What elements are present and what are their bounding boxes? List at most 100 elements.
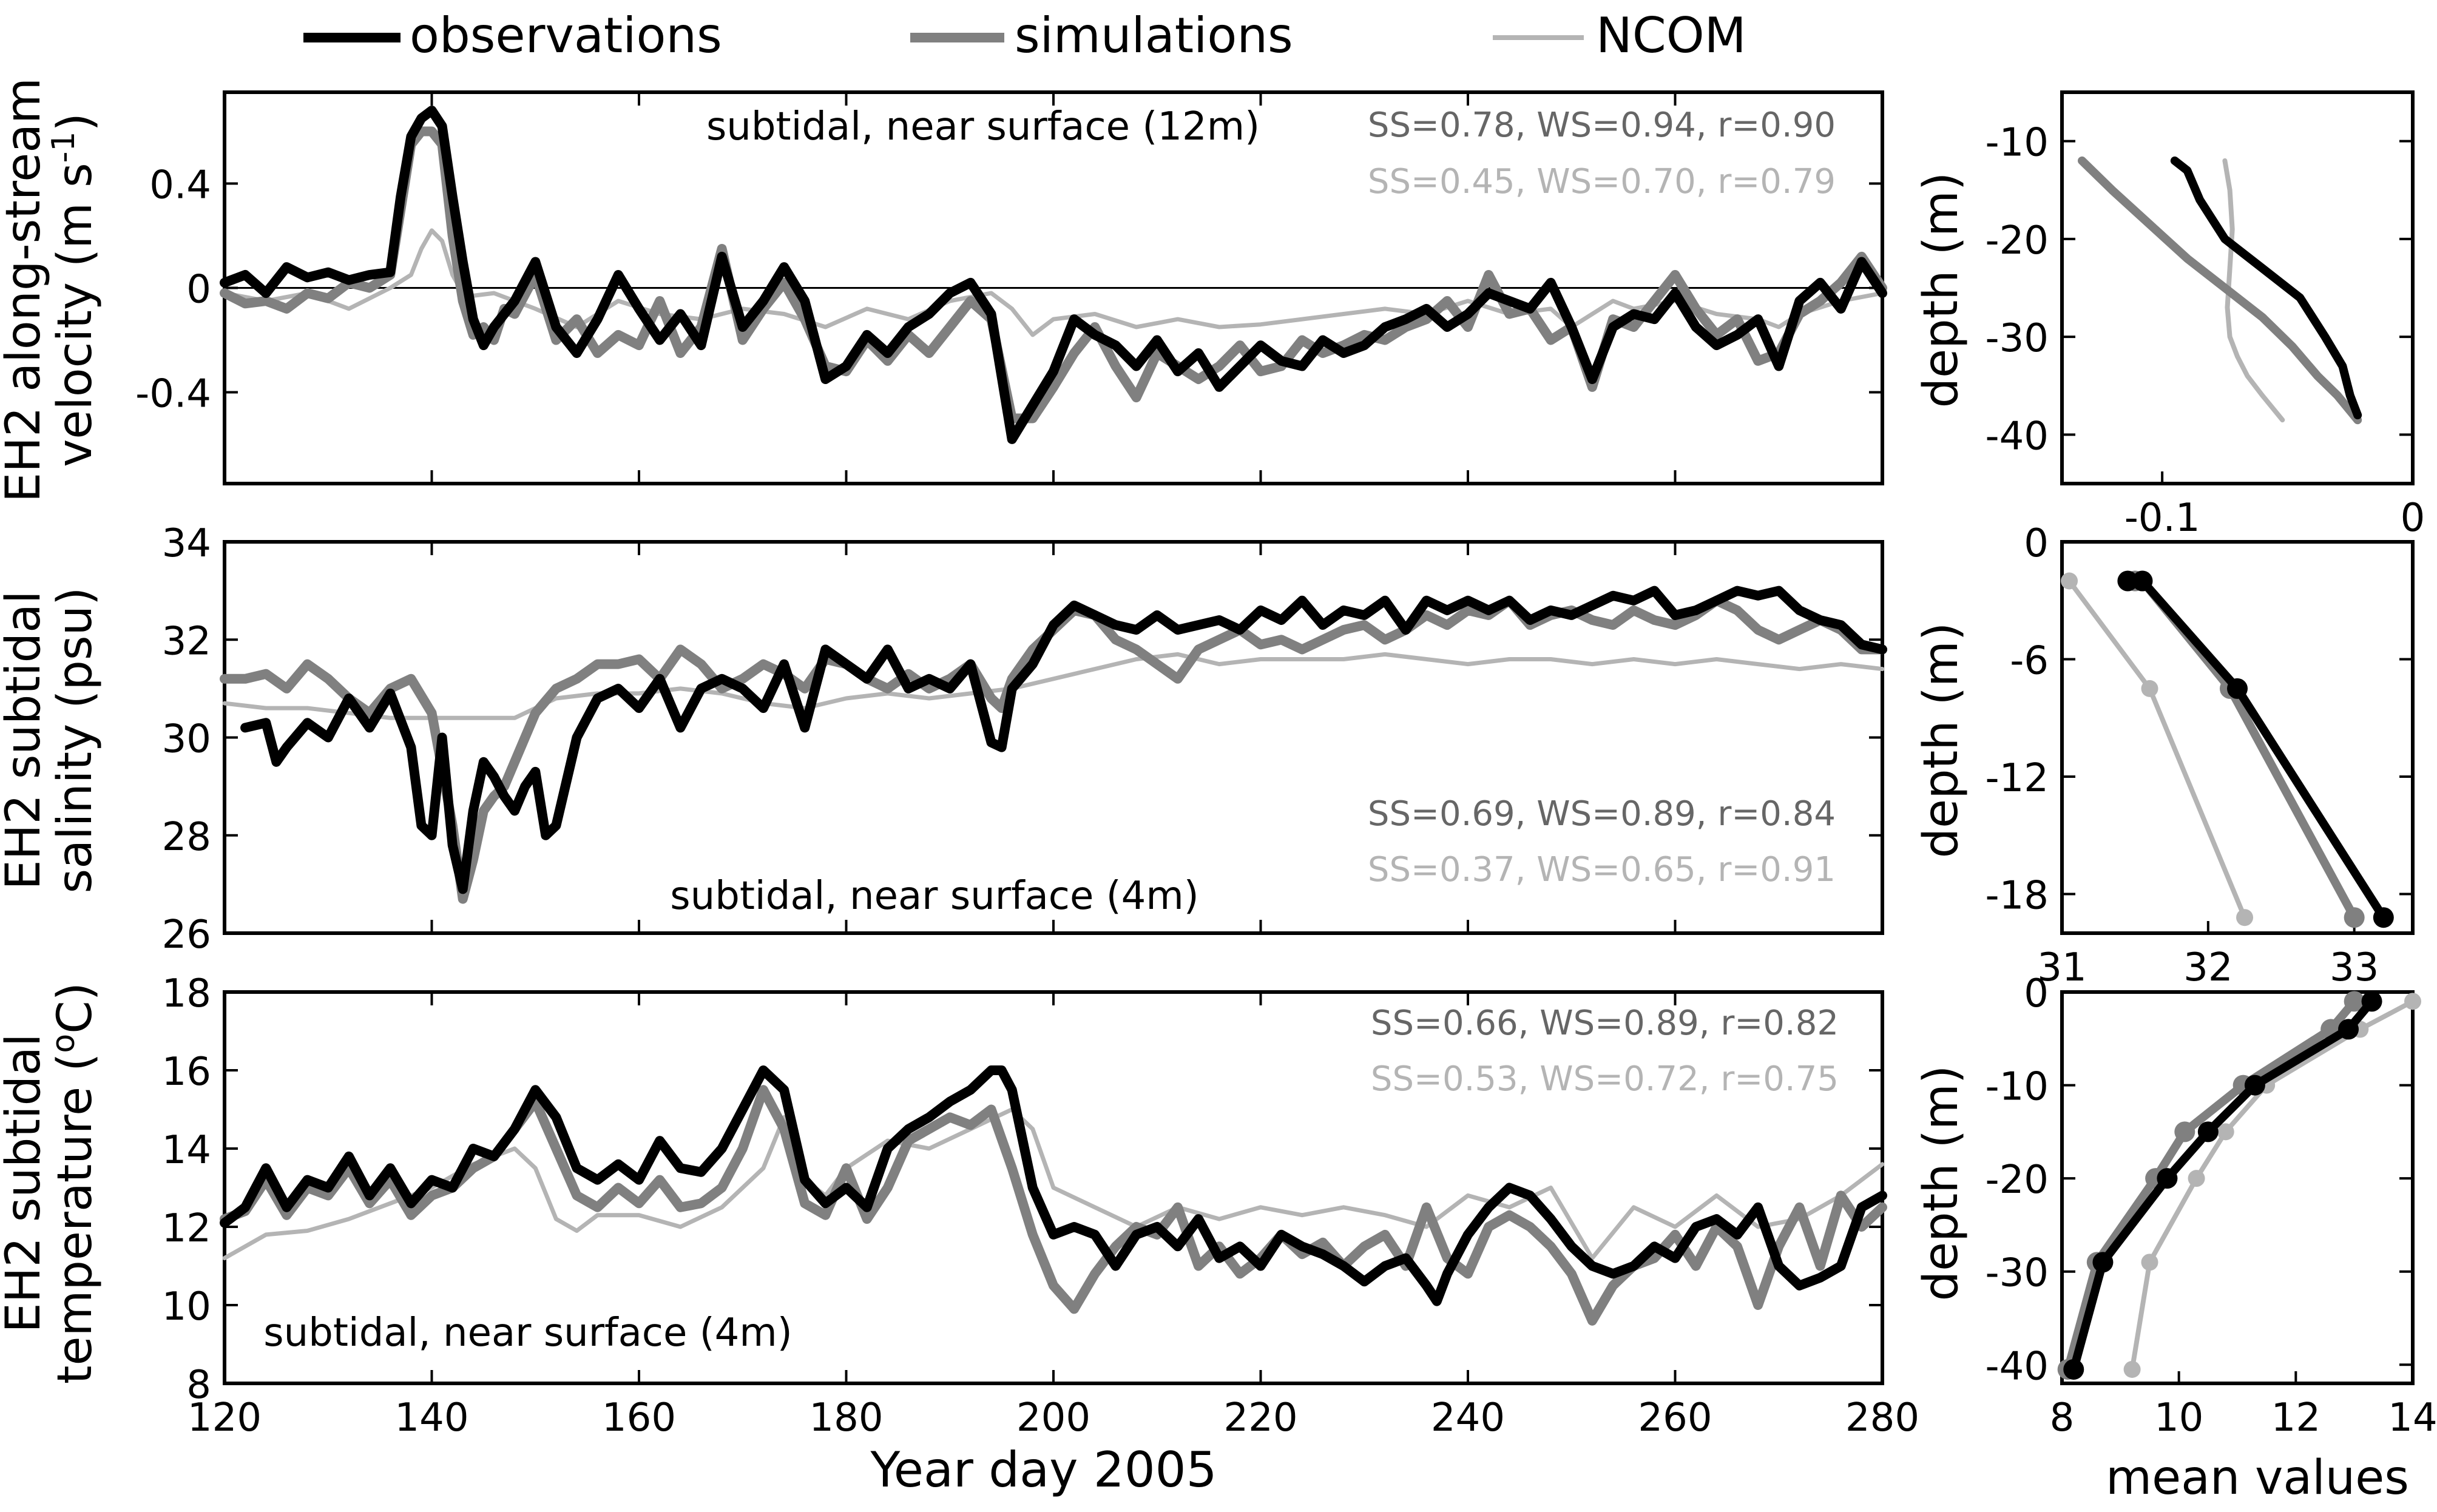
salinity-profile-ytick-label: 0	[2024, 521, 2049, 566]
velocity-panel: EH2 along-stream velocity (m s-1) subtid…	[0, 78, 1887, 502]
salinity-profile-panel: depth (m) -18 -12 -6 0 31 32 33	[1914, 521, 2415, 990]
velocity-ytick-label: -0.4	[135, 372, 211, 417]
velocity-ylabel-text: velocity (m s	[48, 163, 103, 467]
temperature-stats-ncom: SS=0.53, WS=0.72, r=0.75	[1371, 1059, 1839, 1099]
salinity-ytick-label: 26	[162, 913, 211, 957]
temperature-profile-series-observations	[2069, 997, 2376, 1374]
temperature-profile-point-ncom	[2141, 1254, 2158, 1271]
salinity-stats-simulations: SS=0.69, WS=0.89, r=0.84	[1368, 794, 1836, 834]
salinity-profile-plot-frame	[2060, 540, 2415, 935]
temperature-profile-ytick-label: -40	[1985, 1344, 2049, 1389]
temperature-profile-point-observations	[2338, 1019, 2359, 1040]
x-tick-label: 140	[394, 1396, 468, 1440]
salinity-profile-xtick-label: 31	[2037, 945, 2086, 990]
x-axis-label: Year day 2005	[870, 1442, 1217, 1498]
salinity-profile-point-observations	[2117, 570, 2138, 592]
temperature-profile-xlabel: mean values	[2106, 1451, 2409, 1505]
temperature-profile-point-observations	[2244, 1075, 2265, 1096]
salinity-profile-ytick-label: -12	[1985, 756, 2049, 801]
velocity-profile-series-simulations	[2078, 156, 2362, 425]
temperature-ylabel-line1: EH2 subtidal	[0, 1033, 51, 1332]
salinity-profile-xtick-label: 33	[2330, 945, 2379, 990]
temperature-ylabel-text: temperature (	[48, 1053, 103, 1385]
legend: observations simulations NCOM	[303, 7, 1746, 64]
salinity-ytick-label: 32	[162, 619, 211, 664]
velocity-profile-panel: depth (m) -40 -30 -20 -10 -0.1 0	[1914, 90, 2425, 541]
x-tick-label: 200	[1016, 1396, 1090, 1440]
velocity-profile-xtick-label: 0	[2401, 496, 2425, 541]
salinity-profile-series-ncom	[2067, 578, 2247, 920]
temperature-profile-xtick-label: 8	[2050, 1396, 2075, 1440]
temperature-profile-point-ncom	[2188, 1170, 2205, 1187]
velocity-ylabel-sup: -1	[46, 132, 82, 163]
temperature-ytick-label: 8	[186, 1363, 211, 1408]
velocity-ylabel-line2: velocity (m s-1)	[46, 113, 103, 467]
x-tick-label: 260	[1638, 1396, 1712, 1440]
velocity-profile-ylabel: depth (m)	[1914, 172, 1969, 408]
salinity-profile-series-observations	[2123, 576, 2388, 922]
legend-label-simulations: simulations	[1015, 7, 1293, 64]
salinity-ylabel-line2: salinity (psu)	[48, 587, 103, 894]
temperature-profile-ylabel: depth (m)	[1914, 1065, 1969, 1301]
salinity-profile-point-observations	[2227, 678, 2248, 699]
temperature-ytick-label: 16	[162, 1050, 211, 1095]
salinity-profile-point-ncom	[2236, 909, 2254, 926]
velocity-annotation: subtidal, near surface (12m)	[706, 104, 1260, 149]
velocity-stats-simulations: SS=0.78, WS=0.94, r=0.90	[1368, 106, 1836, 145]
temperature-profile-xtick-label: 10	[2154, 1396, 2203, 1440]
salinity-profile-series-simulations	[2131, 576, 2359, 922]
temperature-ytick-label: 18	[162, 971, 211, 1016]
temperature-profile-xtick-label: 12	[2271, 1396, 2320, 1440]
velocity-ytick-label: 0	[186, 268, 211, 312]
salinity-ytick-label: 28	[162, 815, 211, 860]
salinity-profile-point-observations	[2373, 907, 2394, 928]
salinity-profile-point-ncom	[2061, 572, 2078, 590]
velocity-profile-ytick-label: -10	[1985, 121, 2049, 166]
temperature-profile-ytick-label: 0	[2024, 971, 2049, 1016]
temperature-ytick-label: 12	[162, 1206, 211, 1251]
salinity-profile-ytick-label: -6	[2010, 639, 2049, 684]
temperature-profile-point-observations	[2197, 1121, 2219, 1142]
velocity-series-observations	[220, 106, 1887, 444]
salinity-series-ncom	[222, 652, 1885, 720]
velocity-profile-series-ncom	[2222, 158, 2285, 423]
temperature-stats-simulations: SS=0.66, WS=0.89, r=0.82	[1371, 1004, 1839, 1043]
legend-label-observations: observations	[410, 7, 722, 64]
temperature-series-observations	[220, 1065, 1887, 1306]
velocity-ylabel-line1: EH2 along-stream	[0, 78, 51, 502]
salinity-profile-ytick-label: -18	[1985, 874, 2049, 919]
salinity-panel: EH2 subtidal salinity (psu) subtidal, ne…	[0, 521, 1887, 957]
temperature-ytick-label: 10	[162, 1284, 211, 1329]
salinity-stats-ncom: SS=0.37, WS=0.65, r=0.91	[1368, 850, 1836, 889]
temperature-profile-point-ncom	[2404, 993, 2421, 1010]
x-tick-label: 120	[188, 1396, 262, 1440]
salinity-annotation: subtidal, near surface (4m)	[670, 874, 1198, 919]
temperature-profile-point-ncom	[2217, 1123, 2234, 1141]
temperature-ytick-label: 14	[162, 1128, 211, 1173]
temperature-profile-ytick-label: -30	[1985, 1251, 2049, 1296]
x-tick-label: 160	[602, 1396, 676, 1440]
temperature-profile-ytick-label: -10	[1985, 1065, 2049, 1110]
velocity-stats-ncom: SS=0.45, WS=0.70, r=0.79	[1368, 162, 1836, 201]
salinity-ytick-label: 30	[162, 717, 211, 762]
salinity-profile-point-ncom	[2141, 680, 2158, 697]
temperature-ylabel-end: C)	[48, 982, 103, 1034]
velocity-series-ncom	[222, 228, 1885, 337]
temperature-profile-ytick-label: -20	[1985, 1158, 2049, 1203]
x-tick-label: 180	[809, 1396, 883, 1440]
salinity-ylabel-line1: EH2 subtidal	[0, 590, 51, 889]
salinity-series-simulations	[220, 595, 1887, 904]
temperature-profile-xtick-label: 14	[2388, 1396, 2437, 1440]
temperature-profile-point-observations	[2063, 1358, 2084, 1380]
temperature-profile-point-simulations	[2344, 991, 2365, 1012]
salinity-series-observations	[240, 586, 1887, 894]
velocity-profile-series-observations	[2170, 156, 2362, 420]
velocity-profile-plot-frame	[2060, 90, 2415, 485]
velocity-profile-ytick-label: -30	[1985, 316, 2049, 361]
salinity-profile-point-simulations	[2344, 907, 2365, 928]
temperature-ylabel-line2: temperature (oC)	[46, 982, 103, 1384]
velocity-ytick-label: 0.4	[149, 163, 211, 208]
x-tick-label: 240	[1431, 1396, 1505, 1440]
velocity-ylabel-end: )	[48, 113, 103, 131]
